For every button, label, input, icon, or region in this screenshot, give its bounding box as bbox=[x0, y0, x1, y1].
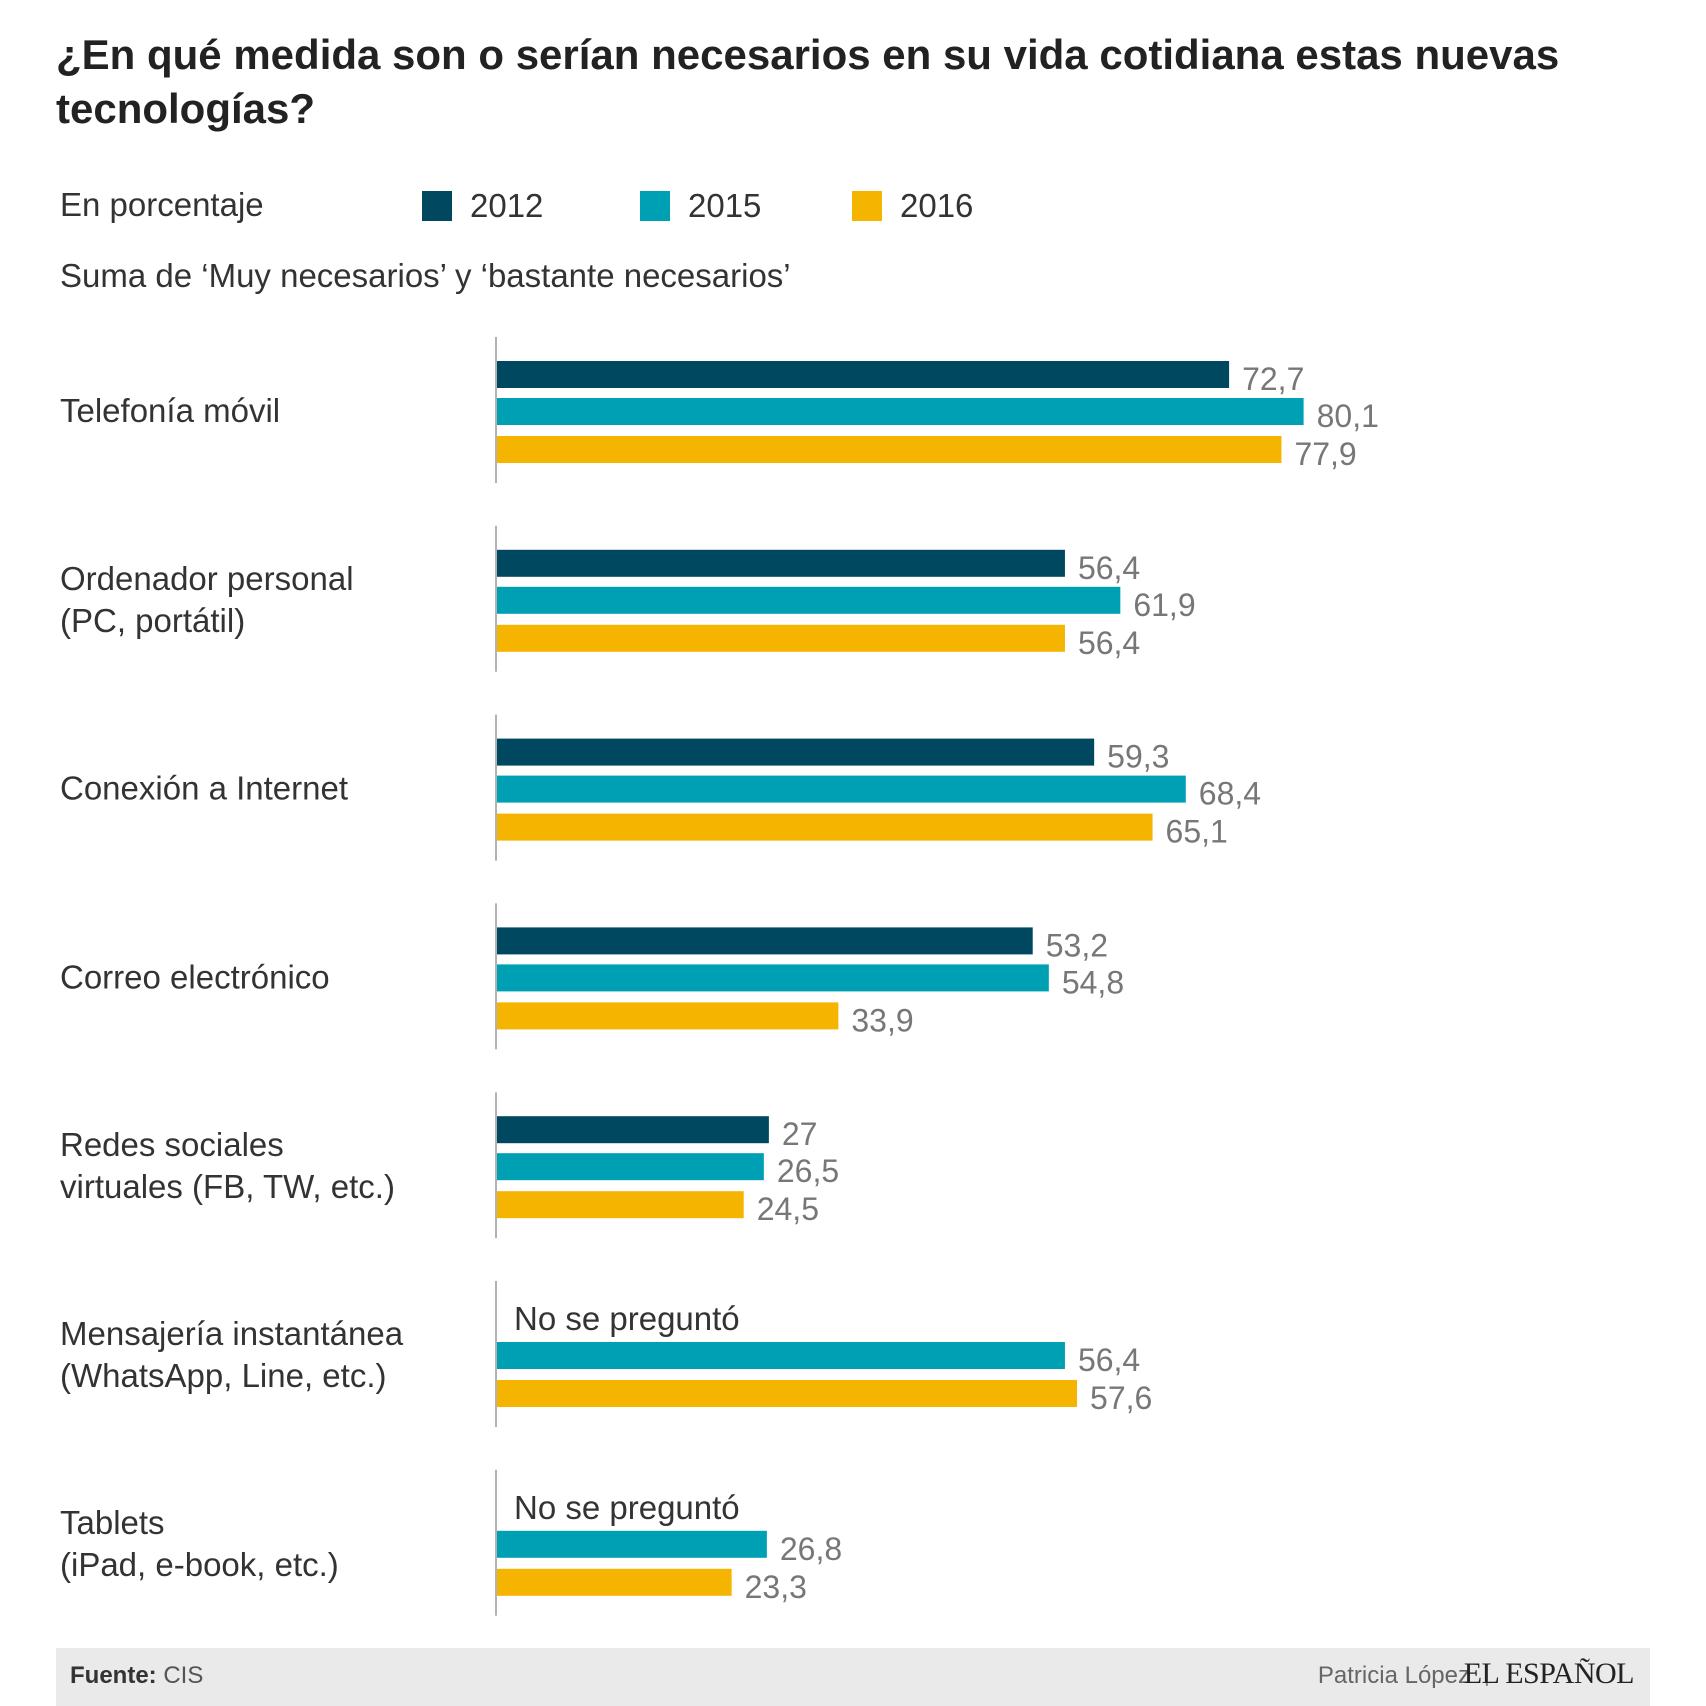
category-label: (PC, portátil) bbox=[60, 602, 245, 639]
category-label: (WhatsApp, Line, etc.) bbox=[60, 1357, 386, 1394]
category-label: virtuales (FB, TW, etc.) bbox=[60, 1168, 395, 1205]
bar-2012 bbox=[497, 927, 1033, 955]
value-label: 23,3 bbox=[745, 1569, 807, 1605]
brand-logo: EL ESPAÑOL bbox=[1463, 1657, 1635, 1690]
category-label: Tablets bbox=[60, 1504, 165, 1541]
legend-swatch-2016 bbox=[852, 191, 882, 221]
value-label: 53,2 bbox=[1046, 927, 1108, 963]
bar-2015 bbox=[497, 398, 1304, 425]
bar-2016 bbox=[497, 1002, 839, 1030]
value-label: 56,4 bbox=[1078, 1342, 1140, 1378]
value-label: 33,9 bbox=[851, 1002, 913, 1038]
legend-item-2015: 2015 bbox=[640, 186, 761, 226]
bar-2015 bbox=[497, 1153, 764, 1181]
bar-2012 bbox=[497, 549, 1065, 577]
category-label: (iPad, e-book, etc.) bbox=[60, 1546, 339, 1583]
value-label: 80,1 bbox=[1317, 398, 1379, 434]
footer-source: Fuente: CIS bbox=[70, 1662, 203, 1690]
footer-bar: Fuente: CIS Patricia López | EL ESPAÑOL bbox=[56, 1648, 1650, 1706]
bar-2012 bbox=[497, 1116, 769, 1144]
category-label: Mensajería instantánea bbox=[60, 1315, 404, 1352]
value-label: 61,9 bbox=[1133, 587, 1195, 623]
category-label: Correo electrónico bbox=[60, 958, 330, 995]
legend-label-2015: 2015 bbox=[688, 187, 762, 224]
source-value: CIS bbox=[163, 1662, 204, 1689]
not-asked-label: No se preguntó bbox=[514, 1489, 740, 1526]
value-label: 68,4 bbox=[1199, 776, 1261, 812]
value-label: 57,6 bbox=[1090, 1380, 1152, 1416]
bar-2016 bbox=[497, 813, 1153, 841]
category-label: Redes sociales bbox=[60, 1126, 284, 1163]
legend-item-2016: 2016 bbox=[852, 186, 973, 226]
bar-chart: Telefonía móvil 72,7 80,177,9 Ordenador per… bbox=[60, 337, 1379, 1616]
bar-2016 bbox=[497, 624, 1065, 652]
value-label: 26,5 bbox=[777, 1153, 839, 1189]
bar-2015 bbox=[497, 1530, 767, 1558]
bar-2015 bbox=[497, 586, 1121, 614]
value-label: 54,8 bbox=[1062, 964, 1124, 1000]
category-label: Telefonía móvil bbox=[60, 392, 280, 429]
legend-label-2012: 2012 bbox=[470, 187, 544, 224]
footer-separator: | bbox=[1483, 1660, 1490, 1687]
bar-2015 bbox=[497, 1342, 1065, 1369]
value-label: 56,4 bbox=[1078, 625, 1140, 661]
unit-label: En porcentaje bbox=[60, 186, 264, 223]
bar-2016 bbox=[497, 1380, 1078, 1407]
not-asked-label: No se preguntó bbox=[514, 1300, 740, 1337]
bar-2015 bbox=[497, 964, 1049, 992]
legend-label-2016: 2016 bbox=[900, 187, 974, 224]
chart-subtitle: Suma de ‘Muy necesarios’ y ‘bastante nec… bbox=[60, 257, 791, 294]
value-label: 77,9 bbox=[1294, 436, 1356, 472]
bar-2015 bbox=[497, 775, 1186, 803]
legend-swatch-2015 bbox=[640, 191, 670, 221]
value-label: 65,1 bbox=[1166, 814, 1228, 850]
value-label: 26,8 bbox=[780, 1531, 842, 1567]
value-label: 59,3 bbox=[1107, 739, 1169, 775]
category-label: Conexión a Internet bbox=[60, 770, 348, 807]
bar-2016 bbox=[497, 1568, 732, 1596]
category-label: Ordenador personal bbox=[60, 560, 354, 597]
value-label: 56,4 bbox=[1078, 550, 1140, 586]
value-label: 72,7 bbox=[1242, 361, 1304, 397]
legend-item-2012: 2012 bbox=[422, 186, 543, 226]
chart-title: ¿En qué medida son o serían necesarios e… bbox=[56, 31, 1560, 132]
bar-2016 bbox=[497, 1191, 744, 1219]
bar-2012 bbox=[497, 738, 1095, 766]
bar-2016 bbox=[497, 436, 1282, 463]
source-label: Fuente: bbox=[70, 1662, 157, 1689]
value-label: 24,5 bbox=[757, 1191, 819, 1227]
legend-swatch-2012 bbox=[422, 191, 452, 221]
value-label: 27 bbox=[782, 1116, 818, 1152]
bar-2012 bbox=[497, 361, 1230, 388]
footer-author: Patricia López bbox=[1317, 1662, 1470, 1689]
